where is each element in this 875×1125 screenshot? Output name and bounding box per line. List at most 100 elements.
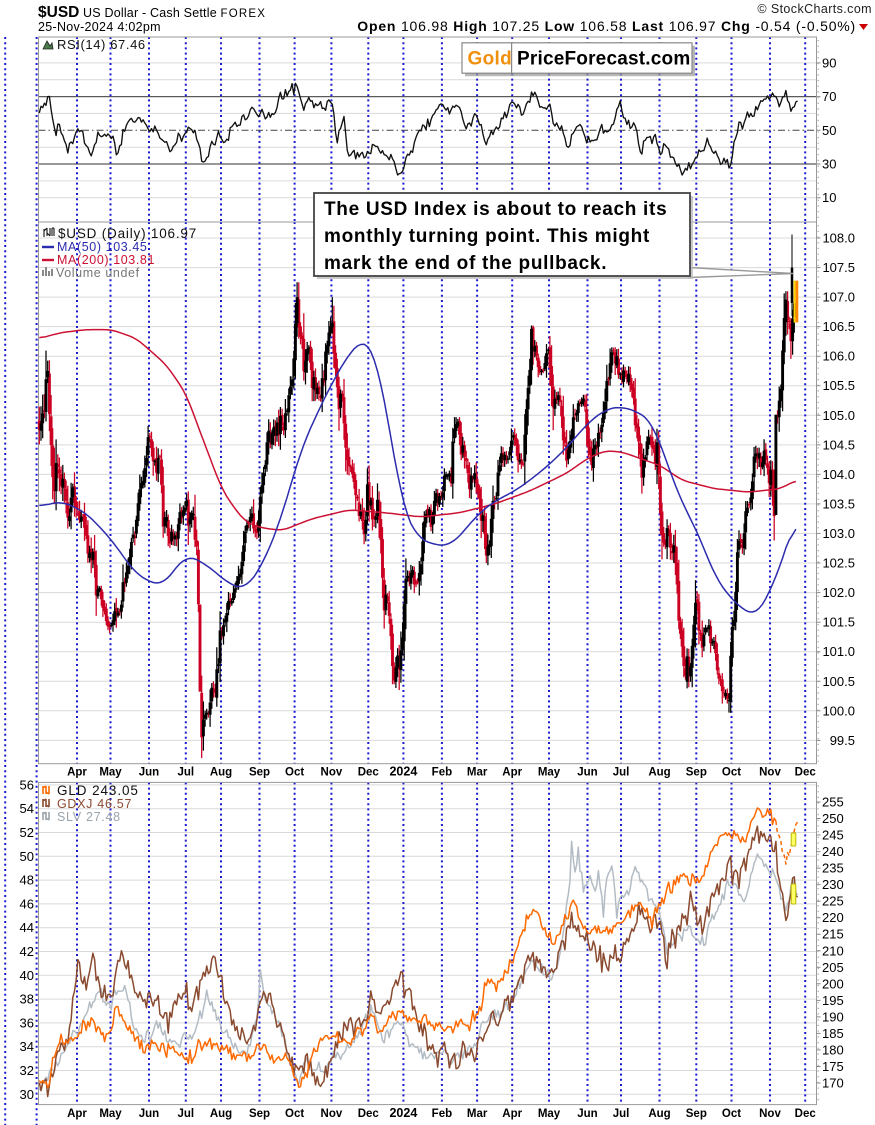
svg-text:230: 230 (822, 877, 844, 892)
svg-text:Feb: Feb (432, 1108, 452, 1120)
svg-text:100.0: 100.0 (822, 703, 855, 718)
svg-text:90: 90 (822, 55, 836, 70)
svg-text:Nov: Nov (321, 767, 343, 779)
svg-text:Jun: Jun (139, 1108, 159, 1120)
svg-text:Jul: Jul (613, 767, 630, 779)
svg-text:Apr: Apr (502, 767, 522, 779)
svg-text:180: 180 (822, 1042, 844, 1057)
svg-text:Aug: Aug (648, 1108, 670, 1120)
svg-text:$USD (Daily) 106.97: $USD (Daily) 106.97 (58, 226, 197, 241)
svg-text:GDXJ 46.57: GDXJ 46.57 (57, 797, 132, 811)
svg-text:107.0: 107.0 (822, 290, 855, 305)
svg-text:50: 50 (20, 849, 34, 864)
svg-text:Dec: Dec (795, 1108, 817, 1120)
svg-text:190: 190 (822, 1009, 844, 1024)
svg-text:Apr: Apr (67, 767, 87, 779)
svg-text:70: 70 (822, 89, 836, 104)
svg-text:200: 200 (822, 976, 844, 991)
svg-text:$USD US Dollar - Cash Settle F: $USD US Dollar - Cash Settle FOREX (38, 4, 266, 21)
svg-text:107.5: 107.5 (822, 260, 855, 275)
svg-text:30: 30 (822, 157, 836, 172)
svg-text:44: 44 (20, 920, 34, 935)
svg-text:Jul: Jul (177, 767, 194, 779)
svg-text:235: 235 (822, 861, 844, 876)
svg-text:Sep: Sep (686, 767, 707, 779)
svg-text:PriceForecast.com: PriceForecast.com (517, 49, 690, 70)
svg-text:102.0: 102.0 (822, 585, 855, 600)
svg-text:103.5: 103.5 (822, 496, 855, 511)
svg-text:Dec: Dec (358, 1108, 380, 1120)
svg-text:Aug: Aug (210, 1108, 232, 1120)
svg-text:mark the end of the pullback.: mark the end of the pullback. (324, 253, 607, 274)
svg-text:100.5: 100.5 (822, 674, 855, 689)
svg-text:54: 54 (20, 801, 34, 816)
svg-text:104.0: 104.0 (822, 467, 855, 482)
svg-text:Gold: Gold (468, 49, 512, 70)
svg-text:May: May (538, 767, 561, 779)
svg-text:Oct: Oct (285, 767, 304, 779)
svg-text:225: 225 (822, 894, 844, 909)
svg-text:99.5: 99.5 (830, 733, 855, 748)
svg-text:Oct: Oct (285, 1108, 304, 1120)
svg-text:108.0: 108.0 (822, 231, 855, 246)
svg-text:Jul: Jul (177, 1108, 194, 1120)
svg-text:MA(200) 103.81: MA(200) 103.81 (57, 253, 155, 267)
svg-text:Apr: Apr (67, 1108, 87, 1120)
svg-text:170: 170 (822, 1076, 844, 1091)
svg-text:Mar: Mar (467, 767, 488, 779)
svg-text:Nov: Nov (321, 1108, 343, 1120)
svg-text:102.5: 102.5 (822, 556, 855, 571)
svg-text:30: 30 (20, 1087, 34, 1102)
svg-text:Aug: Aug (648, 767, 670, 779)
svg-text:105.5: 105.5 (822, 378, 855, 393)
svg-text:Volume undef: Volume undef (56, 266, 140, 280)
svg-text:210: 210 (822, 943, 844, 958)
svg-text:SLV 27.48: SLV 27.48 (57, 810, 121, 824)
svg-text:42: 42 (20, 944, 34, 959)
svg-text:Feb: Feb (432, 767, 452, 779)
svg-text:May: May (538, 1108, 561, 1120)
svg-text:10: 10 (822, 190, 836, 205)
svg-text:101.5: 101.5 (822, 615, 855, 630)
svg-text:Sep: Sep (249, 767, 270, 779)
svg-text:May: May (99, 767, 122, 779)
svg-text:25-Nov-2024 4:02pm: 25-Nov-2024 4:02pm (38, 20, 161, 34)
svg-text:205: 205 (822, 960, 844, 975)
svg-text:32: 32 (20, 1063, 34, 1078)
svg-text:106.0: 106.0 (822, 349, 855, 364)
svg-text:Mar: Mar (467, 1108, 488, 1120)
svg-text:2024: 2024 (389, 1106, 417, 1120)
svg-text:2024: 2024 (389, 765, 417, 779)
svg-text:Oct: Oct (722, 1108, 741, 1120)
svg-text:Nov: Nov (759, 1108, 781, 1120)
svg-text:MA(50) 103.45: MA(50) 103.45 (57, 240, 147, 254)
svg-text:250: 250 (822, 811, 844, 826)
svg-text:240: 240 (822, 844, 844, 859)
svg-text:215: 215 (822, 927, 844, 942)
svg-text:Jun: Jun (577, 1108, 597, 1120)
svg-text:Nov: Nov (759, 767, 781, 779)
svg-text:Apr: Apr (502, 1108, 522, 1120)
svg-text:52: 52 (20, 825, 34, 840)
svg-text:101.0: 101.0 (822, 644, 855, 659)
svg-text:Jun: Jun (139, 767, 159, 779)
svg-text:38: 38 (20, 992, 34, 1007)
svg-text:Aug: Aug (210, 767, 232, 779)
svg-text:40: 40 (20, 968, 34, 983)
svg-text:© StockCharts.com: © StockCharts.com (757, 2, 872, 16)
svg-text:185: 185 (822, 1026, 844, 1041)
svg-text:RSI(14) 67.46: RSI(14) 67.46 (57, 37, 146, 52)
svg-text:106.5: 106.5 (822, 319, 855, 334)
svg-text:GLD 243.05: GLD 243.05 (57, 783, 139, 798)
svg-text:175: 175 (822, 1059, 844, 1074)
svg-text:Oct: Oct (722, 767, 741, 779)
svg-text:105.0: 105.0 (822, 408, 855, 423)
svg-text:Jun: Jun (577, 767, 597, 779)
svg-text:Sep: Sep (686, 1108, 707, 1120)
svg-text:195: 195 (822, 993, 844, 1008)
svg-text:103.0: 103.0 (822, 526, 855, 541)
svg-text:34: 34 (20, 1039, 34, 1054)
svg-text:255: 255 (822, 795, 844, 810)
svg-text:245: 245 (822, 828, 844, 843)
svg-text:56: 56 (20, 777, 34, 792)
